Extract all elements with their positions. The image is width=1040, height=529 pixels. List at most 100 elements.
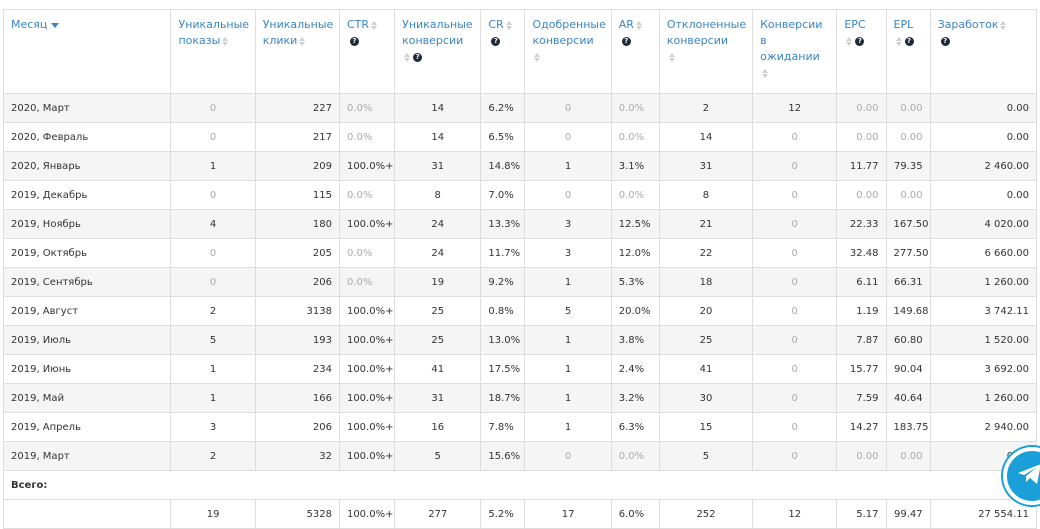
cell-cr: 11.7% (480, 238, 526, 268)
sort-icon[interactable] (404, 52, 411, 62)
col-header-epc[interactable]: EPC? (836, 9, 887, 94)
cell-pending: 0 (752, 354, 838, 384)
col-header-epl[interactable]: EPL? (885, 9, 931, 94)
cell-pending: 0 (752, 267, 838, 297)
cell-cr: 0.8% (480, 296, 526, 326)
sort-icon[interactable] (895, 36, 902, 46)
col-header-unique-conversions[interactable]: Уникальные конверсии? (394, 9, 482, 94)
cell-epc: 32.48 (836, 238, 887, 268)
cell-approved: 0 (524, 180, 612, 210)
cell-conversions: 24 (394, 209, 482, 239)
totals-approved: 17 (524, 499, 612, 529)
cell-conversions: 19 (394, 267, 482, 297)
header-row: Месяц Уникальные показы Уникальные клики… (2, 9, 1038, 94)
cell-conversions: 16 (394, 412, 482, 442)
table-row: 2019, Март 2 32 100.0%+ 5 15.6% 0 0.0% 5 0 0.00 0.0… (2, 441, 1038, 471)
cell-cr: 18.7% (480, 383, 526, 413)
cell-conversions: 31 (394, 151, 482, 181)
cell-rejected: 14 (658, 122, 754, 152)
col-header-unique-clicks[interactable]: Уникальные клики (254, 9, 340, 94)
cell-cr: 6.2% (480, 93, 526, 123)
cell-cr: 7.0% (480, 180, 526, 210)
sort-icon[interactable] (371, 20, 377, 30)
cell-epl: 149.68 (885, 296, 931, 326)
cell-epl: 40.64 (885, 383, 931, 413)
question-circle-icon[interactable]: ? (855, 36, 865, 46)
col-header-month[interactable]: Месяц (2, 9, 172, 94)
cell-impressions: 2 (170, 441, 256, 471)
question-circle-icon[interactable]: ? (904, 36, 914, 46)
table-row: 2020, Январь 1 209 100.0%+ 31 14.8% 1 3.1% 31 0 11… (2, 151, 1038, 181)
cell-approved: 1 (524, 412, 612, 442)
cell-ctr: 0.0% (338, 122, 396, 152)
question-circle-icon[interactable]: ? (621, 36, 631, 46)
cell-conversions: 5 (394, 441, 482, 471)
cell-rejected: 20 (658, 296, 754, 326)
totals-rejected: 252 (658, 499, 754, 529)
table-row: 2020, Февраль 0 217 0.0% 14 6.5% 0 0.0% 14 0 0.00 0… (2, 122, 1038, 152)
cell-epc: 0.00 (836, 441, 887, 471)
cell-earnings: 2 940.00 (929, 412, 1038, 442)
cell-earnings: 6 660.00 (929, 238, 1038, 268)
question-circle-icon[interactable]: ? (940, 36, 950, 46)
table-row: 2019, Июль 5 193 100.0%+ 25 13.0% 1 3.8% 25 0 7.87… (2, 325, 1038, 355)
col-header-earnings[interactable]: Заработок? (929, 9, 1038, 94)
cell-earnings: 2 460.00 (929, 151, 1038, 181)
cell-ar: 3.8% (610, 325, 660, 355)
cell-impressions: 5 (170, 325, 256, 355)
cell-ar: 3.1% (610, 151, 660, 181)
cell-cr: 7.8% (480, 412, 526, 442)
cell-epl: 277.50 (885, 238, 931, 268)
cell-cr: 13.0% (480, 325, 526, 355)
sort-icon[interactable] (534, 52, 541, 62)
cell-month: 2019, Август (2, 296, 172, 326)
cell-earnings: 1 260.00 (929, 267, 1038, 297)
cell-epc: 6.11 (836, 267, 887, 297)
cell-impressions: 2 (170, 296, 256, 326)
sort-icon[interactable] (1000, 20, 1007, 30)
totals-label: Всего: (2, 470, 171, 500)
question-circle-icon[interactable]: ? (413, 52, 423, 62)
cell-approved: 0 (524, 441, 612, 471)
sort-icon[interactable] (299, 36, 306, 46)
cell-pending: 0 (752, 325, 838, 355)
cell-epl: 0.00 (885, 122, 931, 152)
totals-impressions: 19 (170, 499, 256, 529)
cell-clicks: 3138 (254, 296, 340, 326)
col-header-pending-conversions[interactable]: Конверсии в ожидании (752, 9, 838, 94)
col-label: EPL (893, 18, 914, 31)
col-header-rejected-conversions[interactable]: Отклоненные конверсии (658, 9, 754, 94)
sort-desc-icon[interactable] (51, 22, 60, 28)
sort-icon[interactable] (668, 52, 675, 62)
totals-pending: 12 (752, 499, 838, 529)
col-header-approved-conversions[interactable]: Одобренные конверсии (524, 9, 612, 94)
cell-epl: 79.35 (885, 151, 931, 181)
cell-conversions: 14 (394, 122, 482, 152)
col-header-ctr[interactable]: CTR? (338, 9, 396, 94)
sort-icon[interactable] (222, 36, 229, 46)
sort-icon[interactable] (505, 20, 512, 30)
cell-pending: 12 (752, 93, 838, 123)
sort-icon[interactable] (846, 36, 853, 46)
question-circle-icon[interactable]: ? (349, 36, 359, 46)
cell-impressions: 0 (170, 267, 256, 297)
sort-icon[interactable] (762, 68, 769, 78)
totals-month-cell (2, 499, 172, 529)
cell-rejected: 41 (658, 354, 754, 384)
sort-icon[interactable] (635, 20, 642, 30)
col-label: Конверсии в ожидании (760, 18, 823, 63)
col-header-cr[interactable]: CR? (480, 9, 526, 94)
cell-clicks: 227 (254, 93, 340, 123)
cell-ctr: 100.0%+ (338, 354, 396, 384)
cell-impressions: 3 (170, 412, 256, 442)
cell-clicks: 180 (254, 209, 340, 239)
cell-month: 2019, Октябрь (2, 238, 172, 268)
cell-month: 2019, Июнь (2, 354, 172, 384)
totals-ctr: 100.0%+ (338, 499, 396, 529)
cell-epc: 1.19 (836, 296, 887, 326)
cell-clicks: 115 (254, 180, 340, 210)
col-header-unique-impressions[interactable]: Уникальные показы (170, 9, 256, 94)
question-circle-icon[interactable]: ? (491, 36, 501, 46)
col-header-ar[interactable]: AR? (610, 9, 660, 94)
cell-ctr: 0.0% (338, 267, 396, 297)
